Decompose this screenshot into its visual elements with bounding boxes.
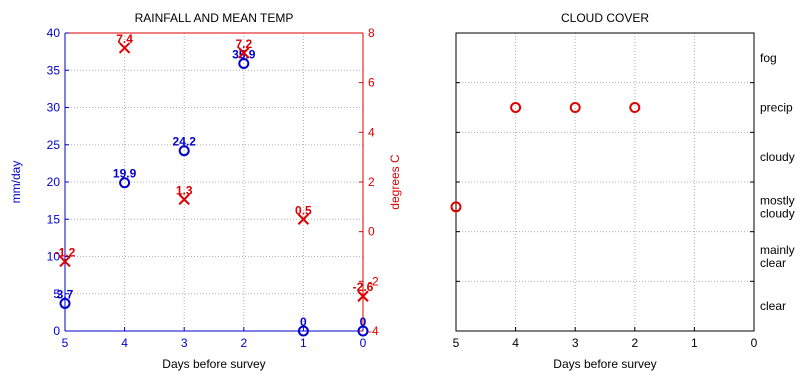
x-axis-label: Days before survey xyxy=(553,357,656,371)
y-tick-label-left: 10 xyxy=(47,250,61,264)
category-label: cloudy xyxy=(760,150,795,164)
x-tick-label: 2 xyxy=(240,336,247,350)
plot-area xyxy=(65,33,363,331)
temperature-point xyxy=(357,290,369,302)
y-tick-label-right: 0 xyxy=(368,225,375,239)
rainfall-data-label: 0 xyxy=(360,315,367,329)
x-tick-label: 1 xyxy=(300,336,307,350)
cloud-cover-point xyxy=(569,102,581,113)
category-label-line: cloudy xyxy=(760,150,795,164)
x-tick-label: 0 xyxy=(751,336,758,350)
x-tick-label: 1 xyxy=(691,336,698,350)
x-axis-label: Days before survey xyxy=(162,357,265,371)
cloud-cover-point xyxy=(510,102,522,113)
temperature-data-label: 7.2 xyxy=(235,37,252,51)
y-tick-label-right: -2 xyxy=(368,274,379,288)
category-label: mainly clear xyxy=(760,243,795,270)
temperature-point-stroke xyxy=(357,290,369,302)
rainfall-point xyxy=(119,177,131,189)
temperature-data-label: -2.6 xyxy=(353,280,374,294)
category-label-line: clear xyxy=(760,256,786,270)
temperature-point-stroke xyxy=(297,213,310,225)
chart-title: CLOUD COVER xyxy=(561,11,649,25)
rainfall-data-label: 19.9 xyxy=(113,167,137,181)
y-tick-label-left: 25 xyxy=(47,138,61,152)
category-label-line: precip xyxy=(760,101,793,115)
y-tick-label-left: 5 xyxy=(53,287,60,301)
category-label-line: cloudy xyxy=(760,206,795,220)
y-tick-label-left: 0 xyxy=(53,324,60,338)
temperature-point-stroke xyxy=(59,255,71,268)
rainfall-point xyxy=(178,145,190,157)
category-label: clear xyxy=(760,299,786,313)
category-label-line: mostly xyxy=(760,193,795,207)
temperature-point-stroke xyxy=(178,193,190,206)
rainfall-data-label: 0 xyxy=(300,315,307,329)
tick-marks xyxy=(455,82,755,331)
temperature-point-stroke xyxy=(118,42,131,54)
rainfall-point xyxy=(238,58,250,70)
x-tick-label: 5 xyxy=(62,336,69,350)
temperature-data-label: 7.4 xyxy=(116,32,133,46)
rainfall-point xyxy=(297,325,309,337)
cloud-cover-point xyxy=(450,201,462,213)
temperature-point xyxy=(238,47,250,59)
temperature-point-stroke xyxy=(238,47,250,59)
temperature-point xyxy=(118,42,131,54)
y-axis-left-label: mm/day xyxy=(9,161,23,204)
rainfall-point xyxy=(59,297,71,309)
data-marks xyxy=(450,102,641,213)
data-marks: 3.7 19.9 24.2 35.9 0 0 -1.2 7.4 1.3 7.2 0.5 -2.6 xyxy=(55,32,374,337)
x-tick-label: 2 xyxy=(631,336,638,350)
rainfall-point xyxy=(357,325,369,337)
category-label-line: fog xyxy=(760,51,777,65)
plot-area xyxy=(456,33,754,331)
y-tick-label-left: 40 xyxy=(47,26,61,40)
temperature-point xyxy=(178,193,190,206)
x-tick-label: 3 xyxy=(181,336,188,350)
temperature-point xyxy=(59,255,71,268)
y-tick-label-left: 35 xyxy=(47,63,61,77)
rainfall-data-label: 24.2 xyxy=(173,135,197,149)
category-label: fog xyxy=(760,51,777,65)
x-tick-label: 3 xyxy=(572,336,579,350)
x-tick-label: 5 xyxy=(453,336,460,350)
temperature-data-label: -1.2 xyxy=(55,245,76,259)
x-tick-label: 4 xyxy=(512,336,519,350)
tick-marks xyxy=(64,32,364,332)
cloud-cover-point xyxy=(629,102,641,113)
y-tick-label-right: -4 xyxy=(368,324,379,338)
y-tick-label-right: 4 xyxy=(368,125,375,139)
temperature-data-label: 1.3 xyxy=(176,183,193,197)
y-tick-label-right: 8 xyxy=(368,26,375,40)
rainfall-data-label: 35.9 xyxy=(232,48,256,62)
y-tick-label-right: 2 xyxy=(368,175,375,189)
x-tick-label: 0 xyxy=(360,336,367,350)
y-tick-label-left: 30 xyxy=(47,101,61,115)
category-label: mostly cloudy xyxy=(760,193,795,220)
temperature-data-label: 0.5 xyxy=(295,203,312,217)
category-label-line: clear xyxy=(760,299,786,313)
category-label-line: mainly xyxy=(760,243,795,257)
y-tick-label-right: 6 xyxy=(368,76,375,90)
rainfall-data-label: 3.7 xyxy=(57,287,74,301)
x-tick-label: 4 xyxy=(121,336,128,350)
y-tick-label-left: 20 xyxy=(47,175,61,189)
temperature-point xyxy=(297,213,310,225)
y-tick-label-left: 15 xyxy=(47,212,61,226)
y-axis-right-label: degrees C xyxy=(388,154,402,210)
chart-title: RAINFALL AND MEAN TEMP xyxy=(135,11,294,25)
category-label: precip xyxy=(760,101,793,115)
